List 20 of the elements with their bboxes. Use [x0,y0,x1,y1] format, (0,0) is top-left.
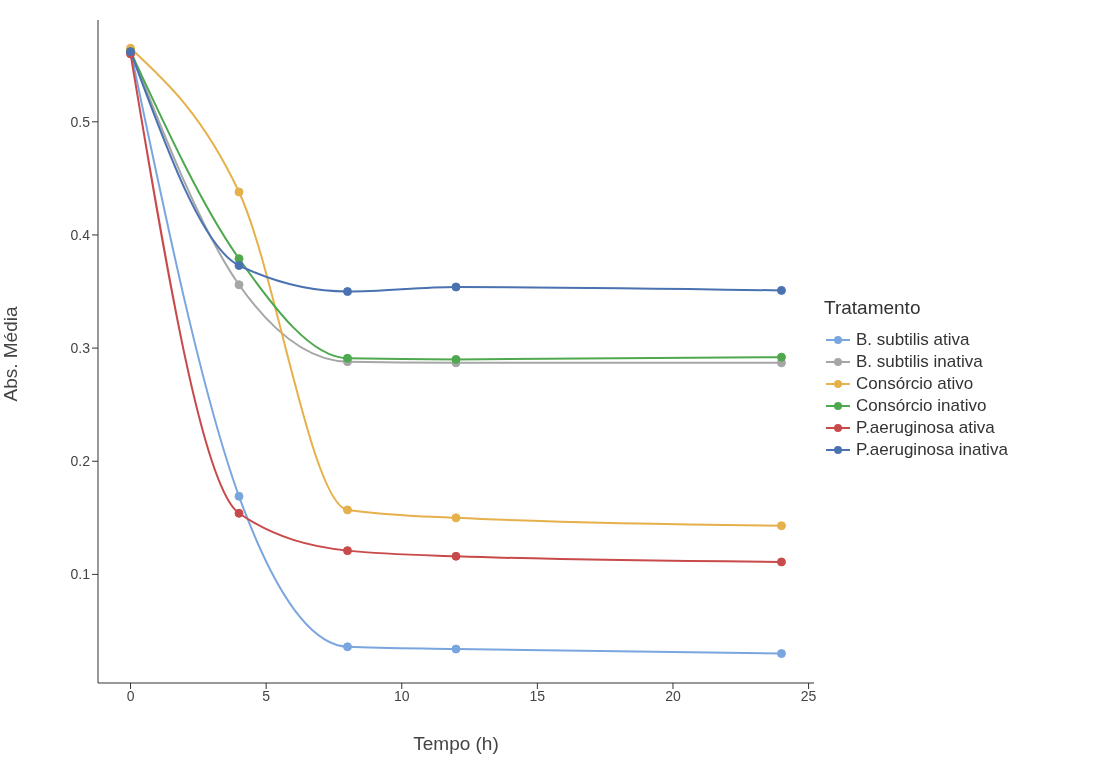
y-tick-label: 0.1 [70,566,91,583]
y-tick-label: 0.3 [70,340,91,357]
x-tick-label: 15 [529,687,546,704]
legend-label: B. subtilis inativa [856,352,983,372]
legend-title: Tratamento [824,297,922,319]
y-tick-label: 0.2 [70,453,91,470]
legend-label: Consórcio inativo [856,396,987,416]
x-axis-title: Tempo (h) [413,733,499,754]
x-tick-label: 5 [262,687,271,704]
y-axis-title: Abs. Média [0,306,21,402]
x-tick-label: 0 [126,687,135,704]
x-tick-label: 20 [665,687,681,704]
y-tick-label: 0.4 [70,226,91,243]
legend-label: B. subtilis ativa [856,330,970,350]
x-tick-label: 10 [393,687,410,704]
y-tick-label: 0.5 [70,113,91,130]
legend-label: Consórcio ativo [856,374,974,394]
legend-label: P.aeruginosa inativa [856,440,1008,460]
x-tick-label: 25 [800,687,817,704]
legend-label: P.aeruginosa ativa [856,418,995,438]
